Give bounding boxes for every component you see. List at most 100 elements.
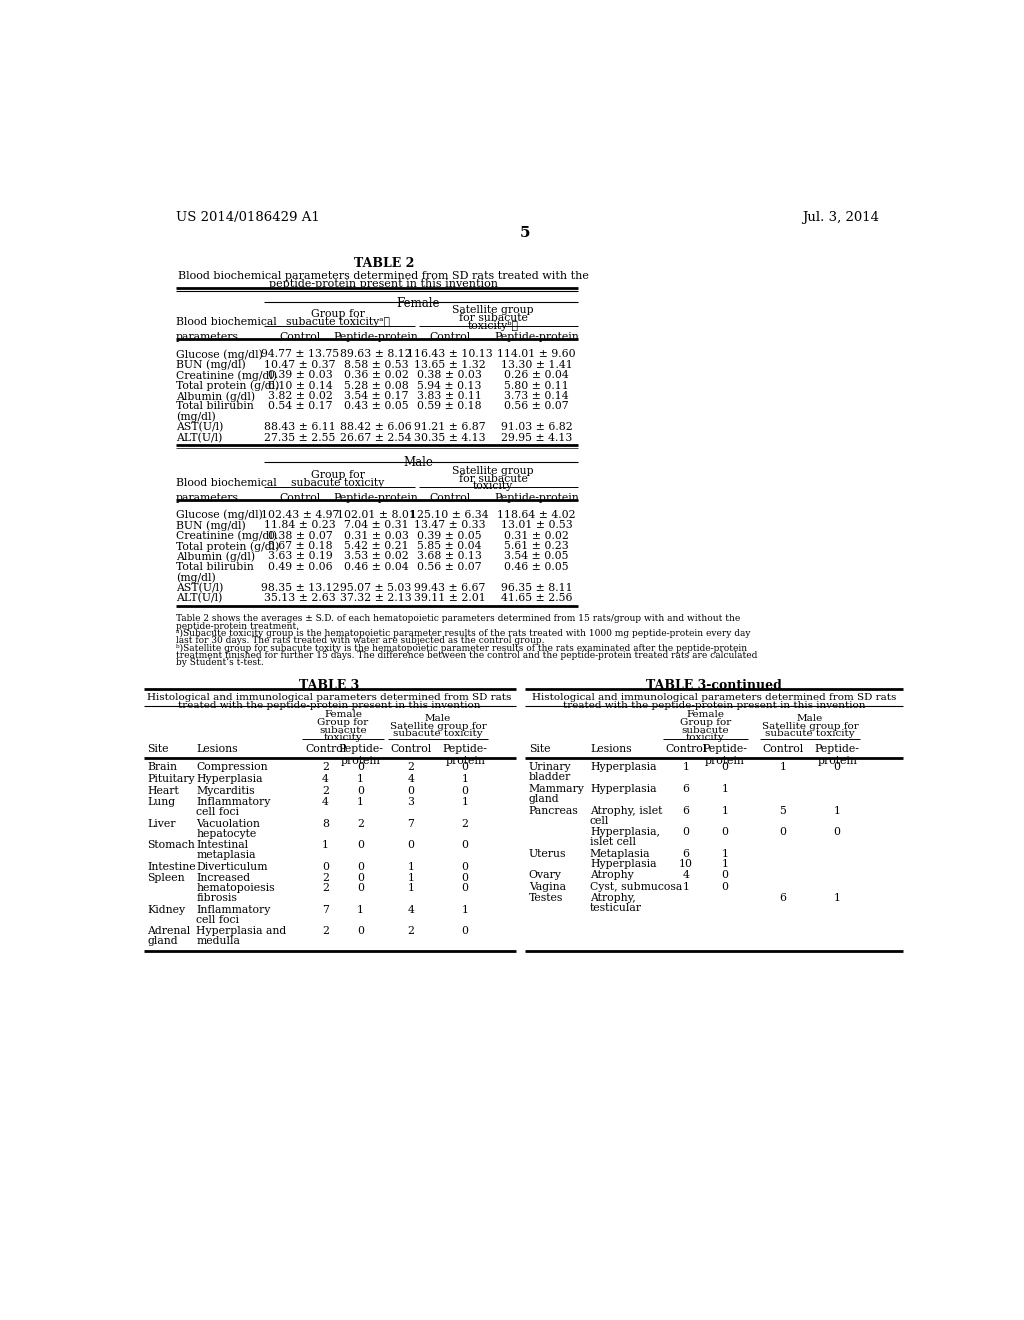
Text: Peptide-
protein: Peptide- protein [338,744,383,766]
Text: 1: 1 [408,874,415,883]
Text: Lesions: Lesions [197,744,238,754]
Text: 0: 0 [779,828,786,837]
Text: 0.46 ± 0.04: 0.46 ± 0.04 [344,562,409,572]
Text: 114.01 ± 9.60: 114.01 ± 9.60 [497,350,575,359]
Text: Atrophy,: Atrophy, [590,894,636,903]
Text: Pituitary: Pituitary [147,774,195,784]
Text: BUN (mg/dl): BUN (mg/dl) [176,520,246,531]
Text: Metaplasia: Metaplasia [590,849,650,859]
Text: Satellite group: Satellite group [453,466,534,477]
Text: Inflammatory: Inflammatory [197,906,270,915]
Text: 1: 1 [408,862,415,871]
Text: Spleen: Spleen [147,874,185,883]
Text: 13.30 ± 1.41: 13.30 ± 1.41 [501,360,572,370]
Text: 30.35 ± 4.13: 30.35 ± 4.13 [414,433,485,442]
Text: 0.43 ± 0.05: 0.43 ± 0.05 [344,401,409,412]
Text: 0: 0 [357,862,364,871]
Text: subacute toxicity: subacute toxicity [393,730,482,738]
Text: Total bilirubin: Total bilirubin [176,562,254,572]
Text: 1: 1 [683,882,689,892]
Text: Control: Control [429,333,470,342]
Text: 5: 5 [779,805,786,816]
Text: 7: 7 [408,818,415,829]
Text: Intestine: Intestine [147,862,196,871]
Text: 1: 1 [462,906,469,915]
Text: Control: Control [666,744,707,754]
Text: 3.73 ± 0.14: 3.73 ± 0.14 [504,391,568,401]
Text: 41.65 ± 2.56: 41.65 ± 2.56 [501,593,572,603]
Text: Liver: Liver [147,818,176,829]
Text: 1: 1 [721,805,728,816]
Text: peptide-protein treatment.: peptide-protein treatment. [176,622,299,631]
Text: 2: 2 [357,818,364,829]
Text: 2: 2 [408,763,415,772]
Text: 91.03 ± 6.82: 91.03 ± 6.82 [501,422,572,432]
Text: Hyperplasia: Hyperplasia [590,784,656,795]
Text: for subacute: for subacute [459,313,527,323]
Text: 3.82 ± 0.02: 3.82 ± 0.02 [267,391,333,401]
Text: 1: 1 [462,774,469,784]
Text: hematopoiesis: hematopoiesis [197,883,274,894]
Text: Kidney: Kidney [147,906,185,915]
Text: US 2014/0186429 A1: US 2014/0186429 A1 [176,211,319,224]
Text: Group for: Group for [311,309,365,319]
Text: 0: 0 [408,785,415,796]
Text: 0: 0 [357,785,364,796]
Text: 1: 1 [462,797,469,807]
Text: Male: Male [425,714,452,723]
Text: 99.43 ± 6.67: 99.43 ± 6.67 [414,582,485,593]
Text: Total protein (g/dl): Total protein (g/dl) [176,541,280,552]
Text: 1: 1 [834,805,841,816]
Text: 1: 1 [721,859,728,869]
Text: Heart: Heart [147,785,179,796]
Text: 4: 4 [323,797,329,807]
Text: Lung: Lung [147,797,175,807]
Text: 0.49 ± 0.06: 0.49 ± 0.06 [267,562,333,572]
Text: Uterus: Uterus [528,849,566,859]
Text: 0: 0 [462,927,469,936]
Text: cell: cell [590,816,609,825]
Text: 0.39 ± 0.05: 0.39 ± 0.05 [418,531,482,541]
Text: 0.56 ± 0.07: 0.56 ± 0.07 [418,562,482,572]
Text: 0: 0 [462,763,469,772]
Text: Atrophy, islet: Atrophy, islet [590,805,663,816]
Text: 0.38 ± 0.03: 0.38 ± 0.03 [417,370,482,380]
Text: 3.54 ± 0.17: 3.54 ± 0.17 [344,391,409,401]
Text: 4: 4 [323,774,329,784]
Text: 96.35 ± 8.11: 96.35 ± 8.11 [501,582,572,593]
Text: Table 2 shows the averages ± S.D. of each hematopoietic parameters determined fr: Table 2 shows the averages ± S.D. of eac… [176,614,740,623]
Text: TABLE 3: TABLE 3 [299,680,359,692]
Text: 1: 1 [779,763,786,772]
Text: treatment finished for further 15 days. The difference between the control and t: treatment finished for further 15 days. … [176,651,758,660]
Text: 6: 6 [683,849,689,859]
Text: metaplasia: metaplasia [197,850,256,861]
Text: Hyperplasia and: Hyperplasia and [197,927,287,936]
Text: ᵇ)Satellite group for subacute toxity is the hematopoietic parameter results of : ᵇ)Satellite group for subacute toxity is… [176,644,748,652]
Text: 1: 1 [408,883,415,894]
Text: 35.13 ± 2.63: 35.13 ± 2.63 [264,593,336,603]
Text: treated with the peptide-protein present in this invention: treated with the peptide-protein present… [178,701,480,710]
Text: 89.63 ± 8.12: 89.63 ± 8.12 [340,350,412,359]
Text: peptide-protein present in this invention: peptide-protein present in this inventio… [269,280,499,289]
Text: 0: 0 [721,763,728,772]
Text: 1: 1 [721,784,728,795]
Text: Intestinal: Intestinal [197,841,249,850]
Text: 1: 1 [323,841,329,850]
Text: subacute: subacute [682,726,729,734]
Text: Hyperplasia: Hyperplasia [197,774,263,784]
Text: 7.04 ± 0.31: 7.04 ± 0.31 [344,520,409,531]
Text: 0.31 ± 0.03: 0.31 ± 0.03 [344,531,409,541]
Text: subacute toxicity: subacute toxicity [765,730,855,738]
Text: subacute: subacute [319,726,367,734]
Text: 5: 5 [519,226,530,240]
Text: 10.47 ± 0.37: 10.47 ± 0.37 [264,360,336,370]
Text: 1: 1 [834,894,841,903]
Text: 26.67 ± 2.54: 26.67 ± 2.54 [340,433,412,442]
Text: Male: Male [403,455,433,469]
Text: cell foci: cell foci [197,915,240,925]
Text: Inflammatory: Inflammatory [197,797,270,807]
Text: AST(U/l): AST(U/l) [176,422,223,433]
Text: parameters: parameters [176,492,239,503]
Text: 5.67 ± 0.18: 5.67 ± 0.18 [267,541,333,550]
Text: 0.56 ± 0.07: 0.56 ± 0.07 [504,401,568,412]
